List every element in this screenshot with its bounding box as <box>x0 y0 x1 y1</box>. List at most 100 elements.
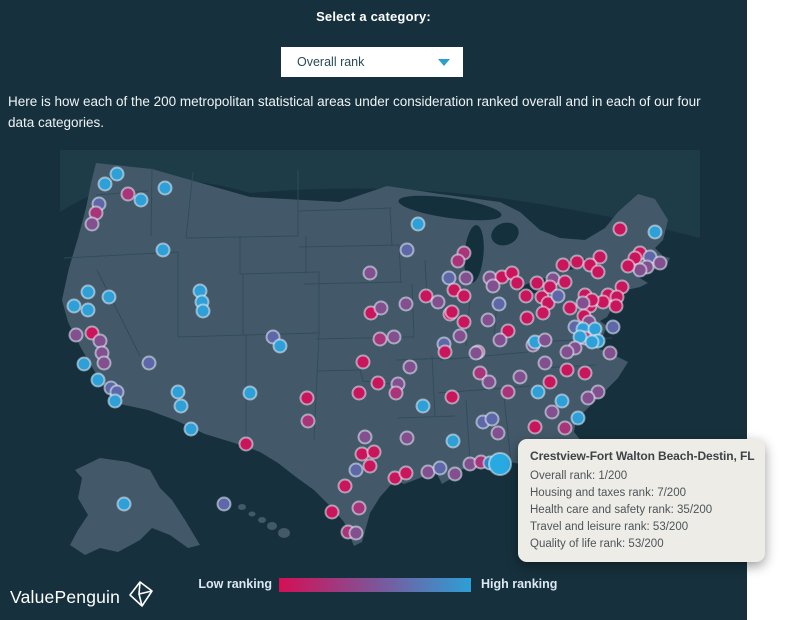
metro-dot[interactable] <box>120 186 136 202</box>
metro-dot[interactable] <box>537 355 553 371</box>
metro-dot[interactable] <box>450 253 466 269</box>
metro-dot[interactable] <box>602 345 618 361</box>
metro-dot[interactable] <box>337 478 353 494</box>
metro-dot[interactable] <box>652 255 668 271</box>
metro-dot[interactable] <box>300 413 316 429</box>
metro-dot[interactable] <box>554 393 570 409</box>
metro-dot[interactable] <box>398 465 414 481</box>
metro-dot[interactable] <box>418 288 434 304</box>
metro-dot[interactable] <box>170 384 186 400</box>
metro-dot[interactable] <box>537 332 553 348</box>
metro-dot[interactable] <box>608 298 624 314</box>
metro-dot[interactable] <box>530 384 546 400</box>
metro-dot[interactable] <box>468 345 484 361</box>
metro-dot[interactable] <box>577 365 593 381</box>
metro-dot[interactable] <box>557 420 573 436</box>
metro-dot[interactable] <box>544 404 560 420</box>
metro-dot[interactable] <box>415 398 431 414</box>
metro-dot[interactable] <box>444 304 460 320</box>
metro-dot[interactable] <box>584 334 600 350</box>
metro-dot[interactable] <box>500 384 516 400</box>
metro-dot[interactable] <box>542 374 558 390</box>
metro-dot[interactable] <box>84 216 100 232</box>
metro-dot[interactable] <box>116 496 132 512</box>
metro-dot[interactable] <box>370 375 386 391</box>
metro-dot[interactable] <box>570 410 586 426</box>
metro-dot[interactable] <box>92 333 108 349</box>
metro-dot[interactable] <box>612 221 628 237</box>
metro-dot[interactable] <box>351 385 367 401</box>
metro-dot[interactable] <box>173 398 189 414</box>
metro-dot[interactable] <box>216 496 232 512</box>
metro-dot[interactable] <box>362 265 378 281</box>
metro-dot[interactable] <box>357 429 373 445</box>
metro-dot[interactable] <box>399 242 415 258</box>
metro-dot[interactable] <box>242 385 258 401</box>
metro-dot[interactable] <box>647 224 663 240</box>
metro-dot[interactable] <box>355 354 371 370</box>
metro-dot[interactable] <box>410 216 426 232</box>
metro-dot[interactable] <box>432 460 448 476</box>
metro-dot[interactable] <box>107 393 123 409</box>
metro-dot[interactable] <box>509 275 525 291</box>
metro-dot[interactable] <box>535 305 551 321</box>
metro-dot[interactable] <box>354 446 370 462</box>
metro-dot[interactable] <box>386 329 402 345</box>
category-dropdown[interactable]: Overall rank <box>281 47 463 77</box>
metro-dot[interactable] <box>366 444 382 460</box>
metro-dot[interactable] <box>490 425 506 441</box>
metro-dot[interactable] <box>155 242 171 258</box>
metro-dot[interactable] <box>373 300 389 316</box>
metro-dot[interactable] <box>272 338 288 354</box>
metro-dot[interactable] <box>430 294 446 310</box>
metro-dot[interactable] <box>519 310 535 326</box>
metro-dot[interactable] <box>444 389 460 405</box>
metro-dot[interactable] <box>133 192 149 208</box>
metro-dot[interactable] <box>559 362 575 378</box>
metro-dot[interactable] <box>183 421 199 437</box>
metro-dot[interactable] <box>562 300 578 316</box>
metro-dot[interactable] <box>348 525 364 541</box>
metro-dot[interactable] <box>456 314 472 330</box>
metro-dot[interactable] <box>550 288 566 304</box>
metro-dot[interactable] <box>590 264 606 280</box>
metro-dot[interactable] <box>141 355 157 371</box>
metro-dot[interactable] <box>512 369 528 385</box>
metro-dot[interactable] <box>157 180 173 196</box>
metro-dot[interactable] <box>437 344 453 360</box>
metro-dot[interactable] <box>372 331 388 347</box>
metro-dot[interactable] <box>80 284 96 300</box>
metro-dot[interactable] <box>491 296 507 312</box>
metro-dot[interactable] <box>559 344 575 360</box>
metro-dot[interactable] <box>605 319 621 335</box>
metro-dot[interactable] <box>492 332 508 348</box>
metro-dot-highlighted[interactable] <box>488 452 512 476</box>
metro-dot[interactable] <box>398 296 414 312</box>
metro-dot[interactable] <box>96 355 112 371</box>
metro-dot[interactable] <box>97 176 113 192</box>
metro-dot[interactable] <box>90 372 106 388</box>
metro-dot[interactable] <box>557 274 573 290</box>
metro-dot[interactable] <box>555 257 571 273</box>
metro-dot[interactable] <box>456 288 472 304</box>
metro-dot[interactable] <box>447 466 463 482</box>
metro-dot[interactable] <box>402 359 418 375</box>
metro-dot[interactable] <box>324 504 340 520</box>
metro-dot[interactable] <box>472 365 488 381</box>
metro-dot[interactable] <box>527 419 543 435</box>
metro-dot[interactable] <box>388 385 404 401</box>
metro-dot[interactable] <box>66 298 82 314</box>
metro-dot[interactable] <box>68 327 84 343</box>
metro-dot[interactable] <box>445 433 461 449</box>
metro-dot[interactable] <box>481 374 497 390</box>
metro-dot[interactable] <box>348 462 364 478</box>
metro-dot[interactable] <box>76 356 92 372</box>
metro-dot[interactable] <box>80 302 96 318</box>
metro-dot[interactable] <box>101 289 117 305</box>
metro-dot[interactable] <box>458 270 474 286</box>
metro-dot[interactable] <box>452 328 468 344</box>
metro-dot[interactable] <box>238 436 254 452</box>
metro-dot[interactable] <box>399 430 415 446</box>
metro-dot[interactable] <box>575 295 591 311</box>
metro-dot[interactable] <box>109 166 125 182</box>
